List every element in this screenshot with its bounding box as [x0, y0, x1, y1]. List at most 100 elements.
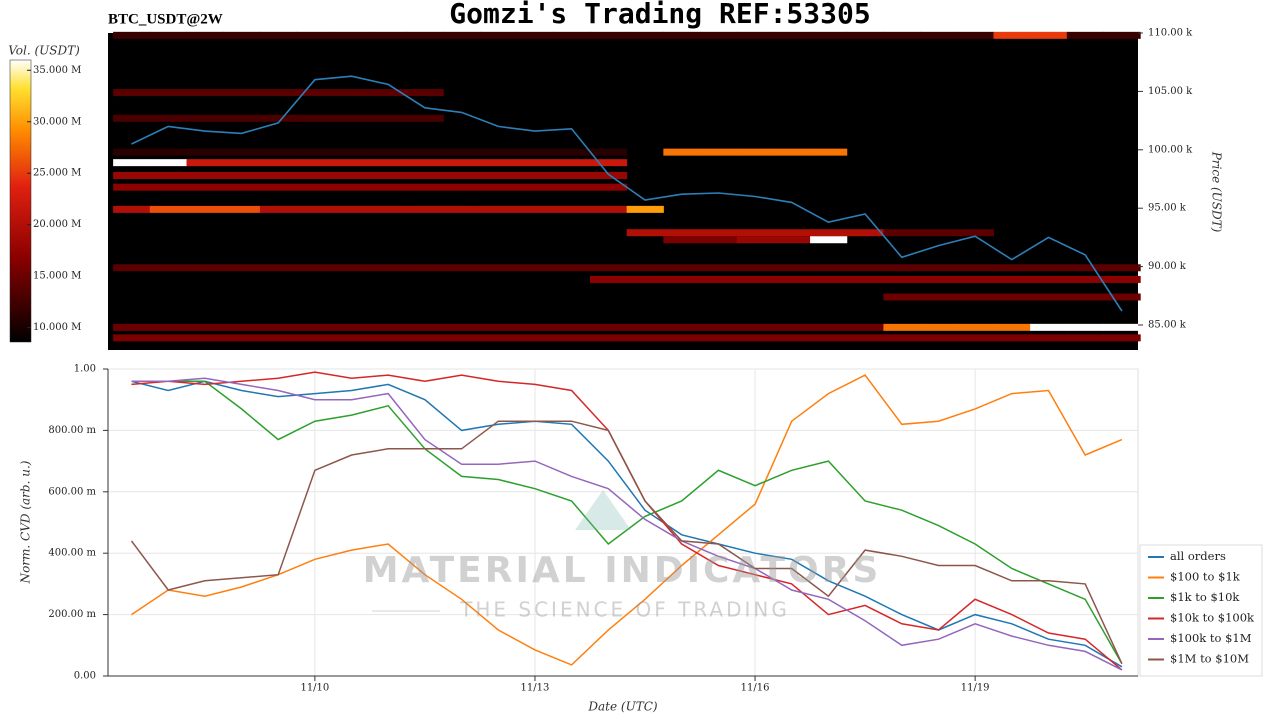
- legend-label: $100k to $1M: [1170, 631, 1252, 645]
- heatmap-cell: [479, 183, 518, 191]
- heatmap-cell: [1103, 31, 1141, 39]
- y-tick-label: 0.00: [74, 671, 96, 682]
- heatmap-cell: [846, 275, 884, 283]
- heatmap-cell: [700, 275, 738, 283]
- series-line: [130, 420, 1123, 665]
- heatmap-cell: [993, 334, 1031, 342]
- heatmap-cell: [186, 205, 224, 213]
- heatmap-cell: [333, 334, 371, 342]
- heatmap-cell: [186, 171, 224, 179]
- heatmap-cell: [479, 264, 518, 272]
- heatmap-cell: [736, 334, 774, 342]
- heatmap-cell: [223, 264, 261, 272]
- heatmap-cell: [626, 323, 664, 331]
- heatmap-cell: [1103, 275, 1141, 283]
- heatmap-cell: [773, 334, 811, 342]
- heatmap-cell: [1066, 264, 1105, 272]
- heatmap-cell: [1030, 323, 1068, 331]
- heatmap-cell: [810, 334, 848, 342]
- price-line: [131, 75, 1123, 312]
- heatmap-cell: [553, 31, 591, 39]
- heatmap-cell: [369, 205, 408, 213]
- heatmap-cell: [516, 31, 554, 39]
- heatmap-cell: [296, 159, 334, 167]
- heatmap-cell: [1030, 334, 1068, 342]
- heatmap-cell: [810, 264, 848, 272]
- heatmap-cell: [736, 323, 774, 331]
- y-tick-label: 90.00 k: [1148, 261, 1187, 272]
- heatmap-cell: [1066, 334, 1105, 342]
- heatmap-cell: [956, 275, 994, 283]
- heatmap-cell: [663, 323, 701, 331]
- heatmap-cell: [1030, 31, 1068, 39]
- heatmap-cell: [479, 323, 518, 331]
- heatmap-cell: [553, 205, 591, 213]
- heatmap-cell: [333, 183, 371, 191]
- heatmap-cell: [149, 148, 187, 156]
- heatmap-cell: [149, 171, 187, 179]
- y-tick-label: 95.00 k: [1148, 203, 1187, 214]
- heatmap-cell: [443, 148, 481, 156]
- heatmap-cell: [113, 148, 151, 156]
- heatmap-cell: [223, 183, 261, 191]
- heatmap-cell: [589, 31, 628, 39]
- heatmap-cell: [700, 264, 738, 272]
- heatmap-cell: [920, 293, 958, 301]
- heatmap-cell: [553, 148, 591, 156]
- x-axis-label: Date (UTC): [587, 700, 657, 714]
- heatmap-cell: [406, 323, 444, 331]
- colorbar-tick-label: 25.000 M: [33, 168, 81, 179]
- heatmap-cell: [406, 148, 444, 156]
- heatmap-cell: [333, 148, 371, 156]
- y-tick-label: 600.00 m: [48, 486, 96, 497]
- x-tick-label: 11/10: [300, 683, 329, 694]
- heatmap-cell: [553, 171, 591, 179]
- y-axis-label: Price (USDT): [1210, 151, 1224, 233]
- legend-label: $1M to $10M: [1170, 652, 1249, 666]
- heatmap-cell: [626, 275, 664, 283]
- heatmap-cell: [810, 236, 848, 244]
- heatmap-cell: [1103, 323, 1141, 331]
- heatmap-cell: [296, 171, 334, 179]
- watermark-logo: [575, 430, 631, 530]
- heatmap-cell: [993, 264, 1031, 272]
- heatmap-cell: [406, 114, 444, 122]
- heatmap-cell: [113, 205, 151, 213]
- heatmap-cell: [333, 171, 371, 179]
- heatmap-cell: [186, 264, 224, 272]
- heatmap-cell: [223, 114, 261, 122]
- heatmap-cell: [993, 275, 1031, 283]
- heatmap-cell: [920, 334, 958, 342]
- heatmap-cell: [736, 31, 774, 39]
- heatmap-cell: [773, 229, 811, 237]
- heatmap-cell: [443, 171, 481, 179]
- heatmap-cell: [700, 229, 738, 237]
- heatmap-cell: [883, 264, 921, 272]
- heatmap-cell: [589, 323, 628, 331]
- heatmap-cell: [553, 334, 591, 342]
- heatmap-cell: [956, 229, 994, 237]
- heatmap-cell: [993, 31, 1031, 39]
- heatmap-cell: [443, 323, 481, 331]
- heatmap-cell: [296, 205, 334, 213]
- heatmap-cell: [443, 31, 481, 39]
- heatmap-cell: [956, 264, 994, 272]
- heatmap-cell: [186, 183, 224, 191]
- colorbar-tick-label: 35.000 M: [33, 65, 81, 76]
- heatmap-cell: [663, 31, 701, 39]
- heatmap-cell: [1030, 275, 1068, 283]
- heatmap-cell: [1103, 334, 1141, 342]
- heatmap-background: [108, 33, 1138, 350]
- heatmap-cell: [296, 89, 334, 97]
- heatmap-cell: [333, 31, 371, 39]
- heatmap-cell: [883, 293, 921, 301]
- heatmap-cell: [810, 323, 848, 331]
- heatmap-cell: [846, 334, 884, 342]
- heatmap-cell: [223, 171, 261, 179]
- heatmap-cell: [223, 148, 261, 156]
- heatmap-cell: [1103, 264, 1141, 272]
- symbol: BTC_USDT@2W: [108, 11, 223, 27]
- heatmap-cell: [1066, 323, 1105, 331]
- heatmap-cell: [296, 264, 334, 272]
